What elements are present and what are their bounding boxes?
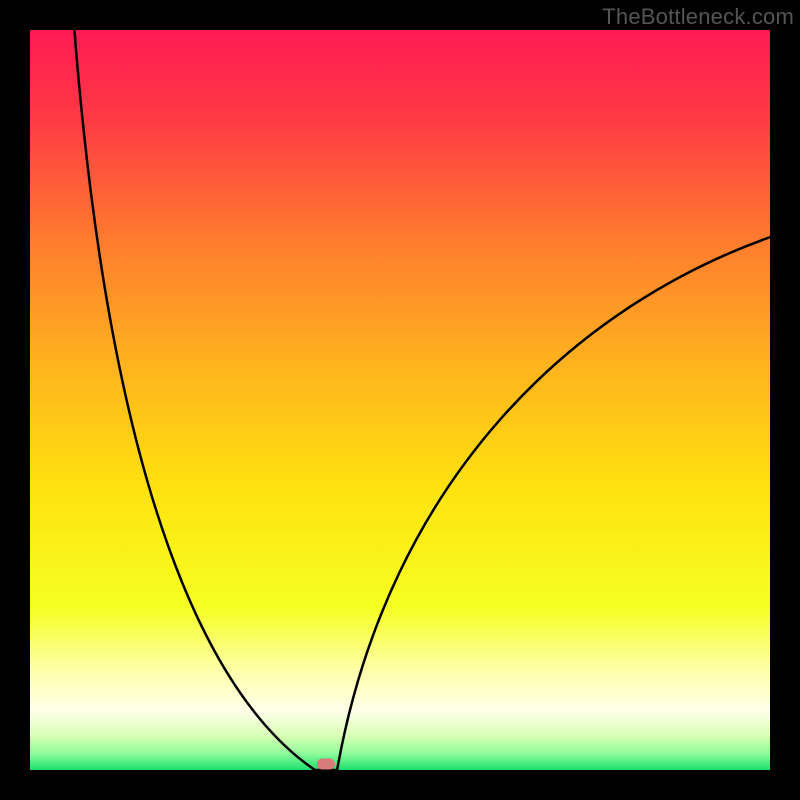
curve-path [74, 30, 770, 770]
trough-marker [317, 759, 335, 770]
watermark-text: TheBottleneck.com [602, 4, 794, 30]
chart-plot-area [30, 30, 770, 770]
chart-curve [30, 30, 770, 770]
